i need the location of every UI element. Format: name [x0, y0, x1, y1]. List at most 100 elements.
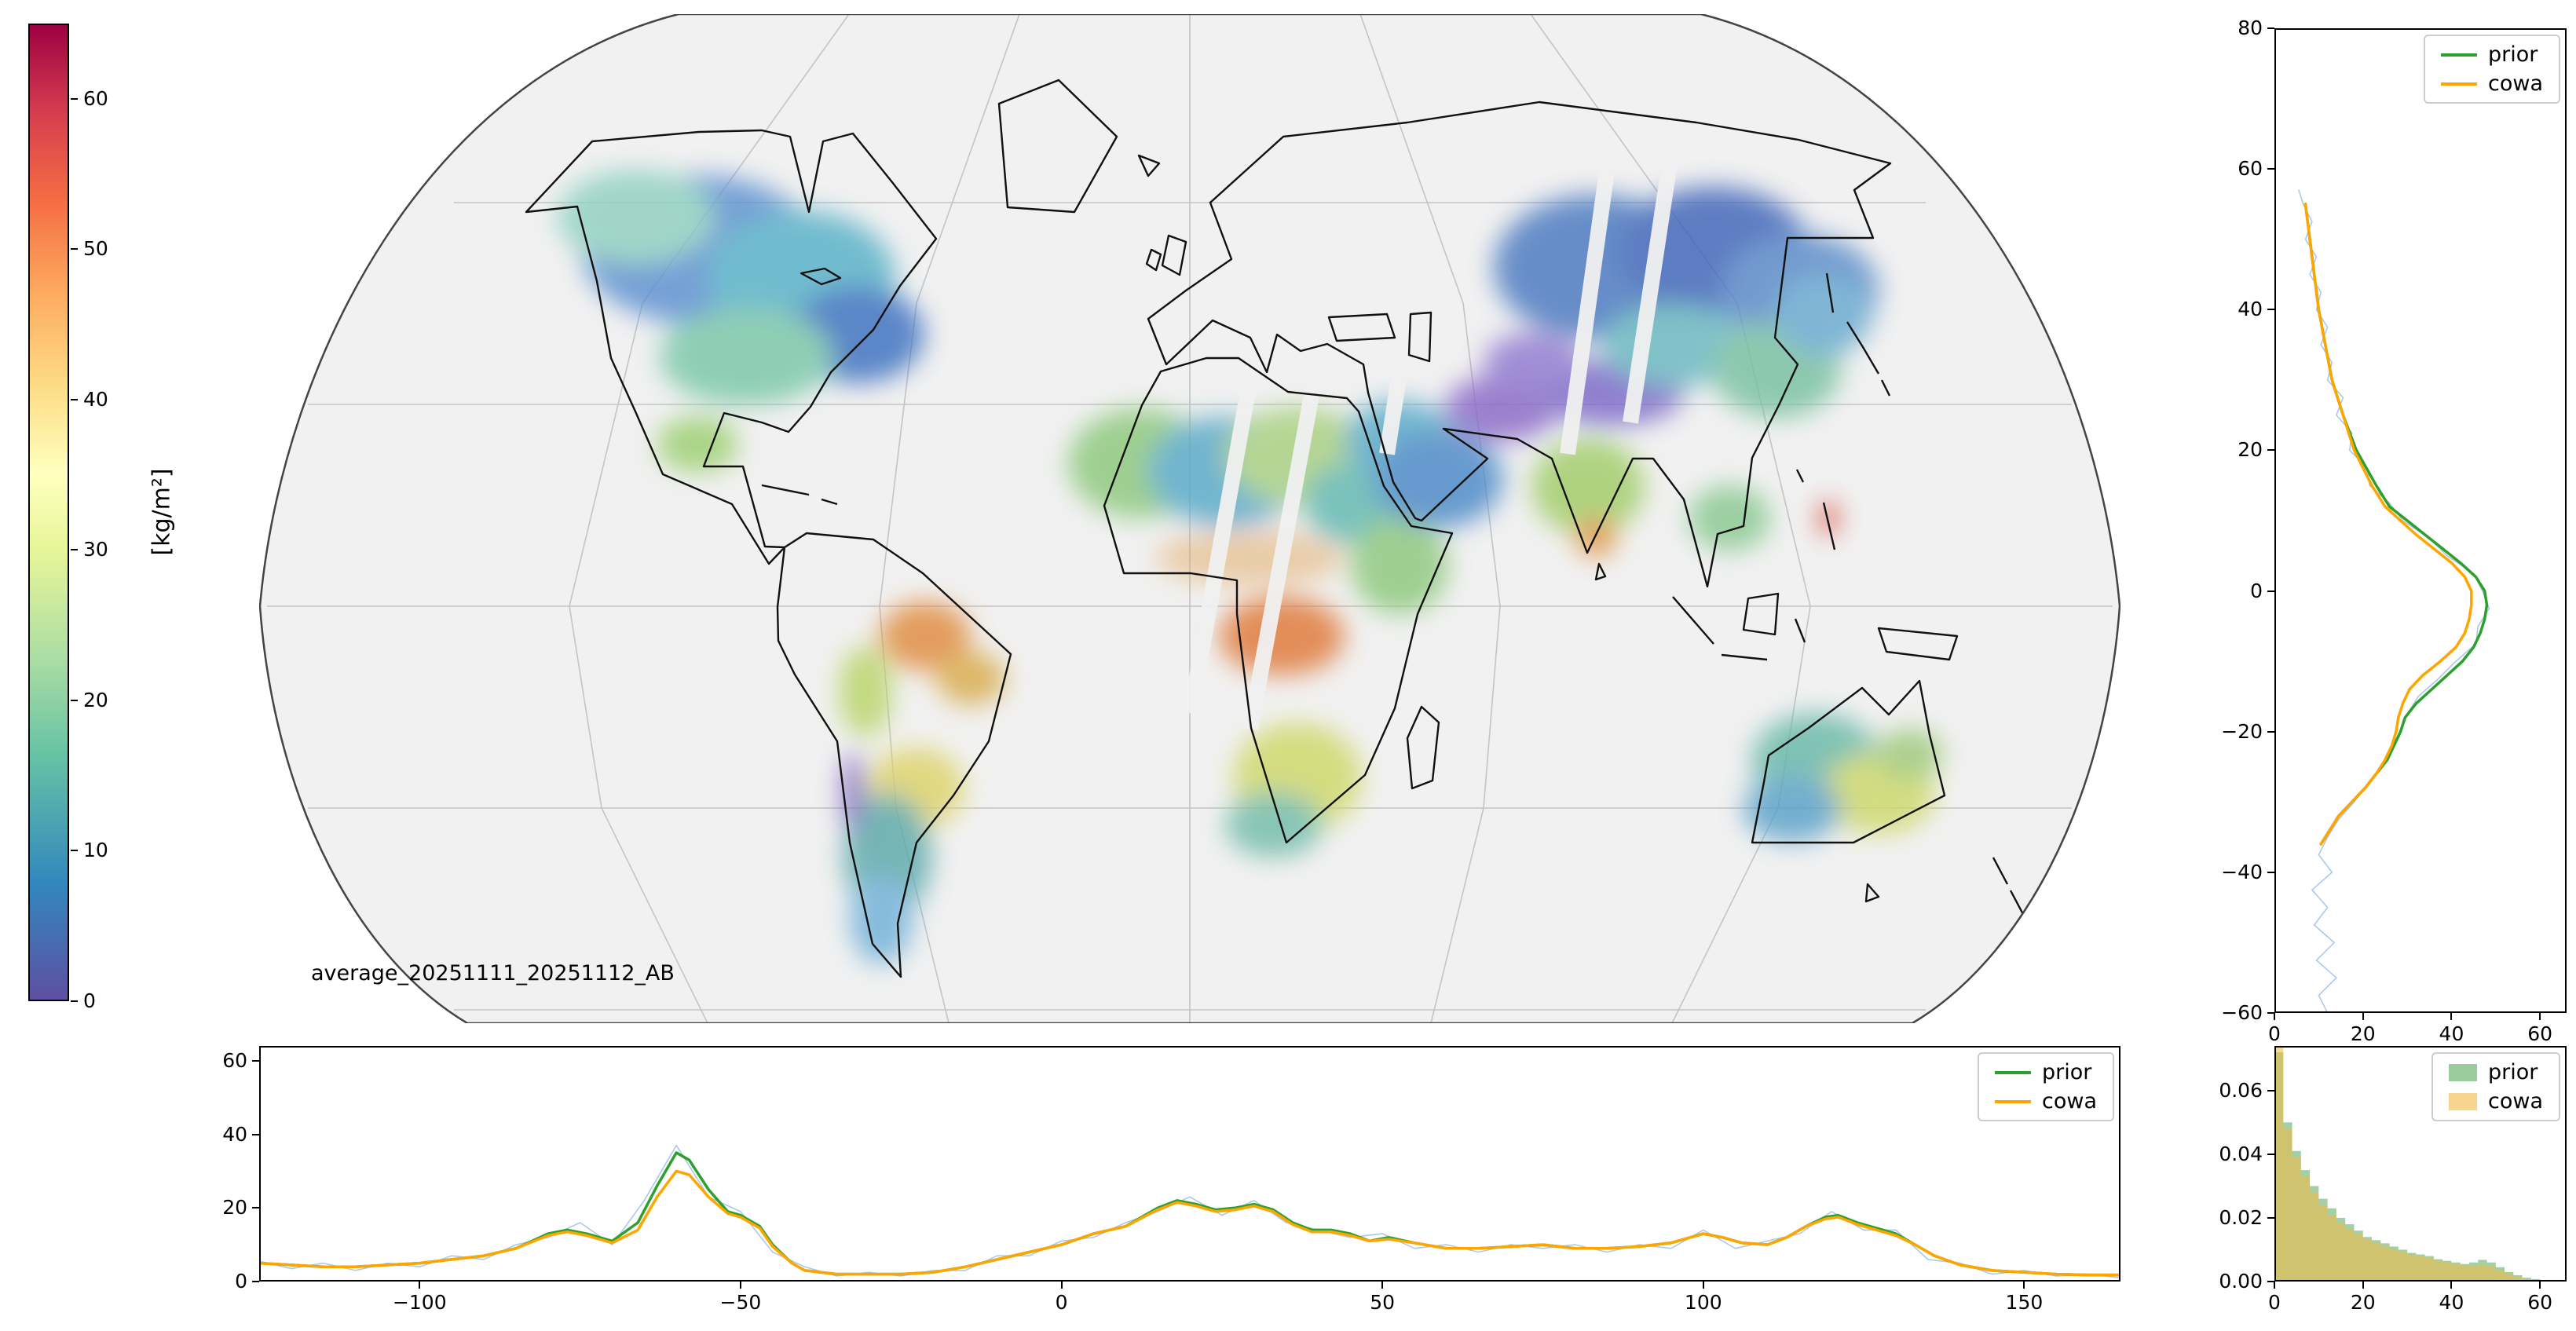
colorbar-gradient — [28, 24, 69, 1001]
legend-item: prior — [2441, 42, 2543, 67]
x-ticklabel: −50 — [719, 1291, 762, 1314]
y-ticklabel: 60 — [222, 1048, 247, 1072]
histogram-plot: 0 20 40 60 0.00 0.02 0.04 0.06 prior cowa — [2219, 1046, 2567, 1314]
colorbar-ticklabel: 50 — [83, 237, 108, 261]
colorbar-ticklabel: 40 — [83, 387, 108, 411]
x-tickmark — [2450, 1013, 2453, 1020]
longitude-profile-plot: −100 −50 0 50 100 150 0 20 40 60 prior cowa — [222, 1046, 2120, 1314]
x-tickmark — [2274, 1282, 2275, 1289]
y-tickmark — [2267, 449, 2274, 452]
x-ticklabel: 0 — [1055, 1291, 1068, 1314]
prior-swatch — [2441, 53, 2477, 57]
x-ticklabel: −100 — [392, 1291, 447, 1314]
y-ticklabel: 20 — [222, 1196, 247, 1219]
map-annotation: average_20251111_20251112_AB — [311, 961, 675, 985]
y-tickmark — [252, 1059, 259, 1062]
y-ticklabel: 0 — [235, 1270, 247, 1293]
colorbar-tickmark — [71, 850, 78, 852]
colorbar-ticklabel: 0 — [83, 989, 96, 1012]
x-tickmark — [419, 1282, 421, 1289]
y-ticklabel: 60 — [2238, 157, 2263, 181]
y-ticklabel: −60 — [2221, 1001, 2263, 1024]
x-tickmark — [2362, 1282, 2364, 1289]
legend-item: cowa — [1995, 1089, 2097, 1113]
y-tickmark — [252, 1281, 259, 1282]
y-ticklabel: 40 — [2238, 298, 2263, 321]
x-ticklabel: 0 — [2268, 1291, 2281, 1314]
y-tickmark — [2267, 309, 2274, 311]
x-tickmark — [2539, 1013, 2541, 1020]
colorbar-ticklabel: 20 — [83, 688, 108, 711]
x-ticklabel: 40 — [2439, 1022, 2464, 1045]
colorbar-tickmark — [71, 97, 78, 100]
x-tickmark — [2362, 1013, 2364, 1020]
x-ticklabel: 50 — [1370, 1291, 1396, 1314]
x-ticklabel: 20 — [2350, 1022, 2376, 1045]
legend-label: prior — [2488, 1060, 2538, 1084]
lon_profile-canvas — [259, 1046, 2120, 1282]
x-ticklabel: 60 — [2527, 1022, 2553, 1045]
x-tickmark — [2023, 1282, 2025, 1289]
colorbar-ticklabel: 30 — [83, 538, 108, 561]
legend-item: prior — [2449, 1060, 2543, 1084]
x-ticklabel: 20 — [2350, 1291, 2376, 1314]
colorbar-tickmark — [71, 699, 78, 701]
x-ticklabel: 100 — [1684, 1291, 1722, 1314]
cowa-swatch — [2449, 1092, 2477, 1110]
cowa-swatch — [2441, 82, 2477, 86]
x-tickmark — [1060, 1282, 1063, 1289]
y-tickmark — [2267, 27, 2274, 29]
map-border — [259, 14, 2120, 1023]
y-tickmark — [2267, 1281, 2274, 1282]
y-ticklabel: −20 — [2221, 719, 2263, 743]
legend-label: cowa — [2488, 1089, 2543, 1113]
y-tickmark — [2267, 1089, 2274, 1091]
colorbar-ticklabel: 10 — [83, 839, 108, 862]
colorbar-tickmark — [71, 398, 78, 400]
y-ticklabel: 0.04 — [2219, 1142, 2263, 1165]
y-tickmark — [2267, 168, 2274, 170]
x-ticklabel: 40 — [2439, 1291, 2464, 1314]
x-tickmark — [739, 1282, 741, 1289]
y-ticklabel: 0.06 — [2219, 1078, 2263, 1102]
colorbar-tickmark — [71, 248, 78, 250]
x-tickmark — [1381, 1282, 1384, 1289]
legend-label: prior — [2042, 1060, 2092, 1084]
coastlines — [525, 79, 2026, 978]
y-ticklabel: −40 — [2221, 860, 2263, 883]
legend-label: cowa — [2488, 71, 2543, 96]
x-tickmark — [2274, 1013, 2275, 1020]
x-tickmark — [2450, 1282, 2453, 1289]
cowa-swatch — [1995, 1099, 2031, 1103]
y-tickmark — [2267, 1216, 2274, 1219]
prior-swatch — [1995, 1070, 2031, 1074]
y-tickmark — [2267, 590, 2274, 592]
y-tickmark — [2267, 1012, 2274, 1014]
colorbar-label: [kg/m²] — [148, 468, 176, 556]
latitude-profile-plot: 0 20 40 60 80 60 40 20 0 −20 −40 −60 prior cowa — [2221, 16, 2567, 1045]
y-tickmark — [2267, 1153, 2274, 1155]
histogram-legend: prior cowa — [2431, 1052, 2560, 1121]
prior-swatch — [2449, 1063, 2477, 1081]
y-tickmark — [2267, 871, 2274, 873]
lat_profile-canvas — [2274, 28, 2567, 1013]
y-ticklabel: 0.02 — [2219, 1205, 2263, 1229]
y-ticklabel: 0.00 — [2219, 1270, 2263, 1293]
x-ticklabel: 0 — [2268, 1022, 2281, 1045]
swath-gaps — [1183, 162, 1678, 730]
y-ticklabel: 40 — [222, 1122, 247, 1146]
lon_profile-legend: prior cowa — [1978, 1052, 2114, 1121]
y-tickmark — [252, 1133, 259, 1135]
y-ticklabel: 0 — [2250, 579, 2263, 602]
world-map-svg — [259, 14, 2120, 1023]
colorbar-tickmark — [71, 549, 78, 551]
x-tickmark — [2539, 1282, 2541, 1289]
legend-item: cowa — [2449, 1089, 2543, 1113]
x-tickmark — [1702, 1282, 1704, 1289]
world-map: average_20251111_20251112_AB — [259, 14, 2120, 1023]
y-tickmark — [252, 1207, 259, 1209]
legend-item: cowa — [2441, 71, 2543, 96]
colorbar-tickmark — [71, 1000, 78, 1002]
colorbar-ticklabel: 60 — [83, 86, 108, 110]
